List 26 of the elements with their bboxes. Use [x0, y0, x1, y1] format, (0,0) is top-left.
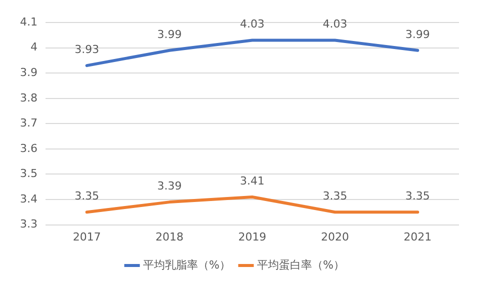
data-label: 3.35 — [74, 190, 100, 203]
data-label: 3.99 — [157, 28, 182, 41]
x-tick-label: 2018 — [156, 230, 184, 244]
data-label: 3.35 — [322, 190, 348, 203]
data-label: 3.93 — [74, 42, 100, 56]
legend-label: 平均蛋白率（%） — [257, 258, 344, 272]
y-tick-label: 3.6 — [20, 142, 38, 155]
data-label: 4.03 — [322, 18, 348, 31]
y-tick-label: 4.1 — [20, 15, 38, 28]
legend-label: 平均乳脂率（%） — [143, 258, 230, 272]
y-tick-label: 3.5 — [20, 167, 38, 180]
y-tick-label: 3.4 — [20, 192, 38, 206]
data-label: 4.03 — [240, 18, 264, 31]
y-tick-label: 3.7 — [20, 116, 38, 130]
data-label: 3.39 — [157, 179, 182, 192]
y-tick-label: 3.8 — [20, 91, 38, 104]
x-tick-label: 2020 — [320, 230, 349, 244]
data-label: 3.41 — [240, 174, 264, 188]
y-tick-label: 3.9 — [20, 66, 38, 80]
data-label: 3.35 — [405, 190, 430, 203]
x-tick-label: 2019 — [238, 230, 266, 244]
x-tick-label: 2017 — [72, 230, 101, 244]
data-label: 3.99 — [405, 28, 430, 41]
x-tick-label: 2021 — [404, 230, 432, 244]
y-tick-label: 3.3 — [20, 218, 38, 231]
y-tick-label: 4 — [30, 40, 38, 54]
